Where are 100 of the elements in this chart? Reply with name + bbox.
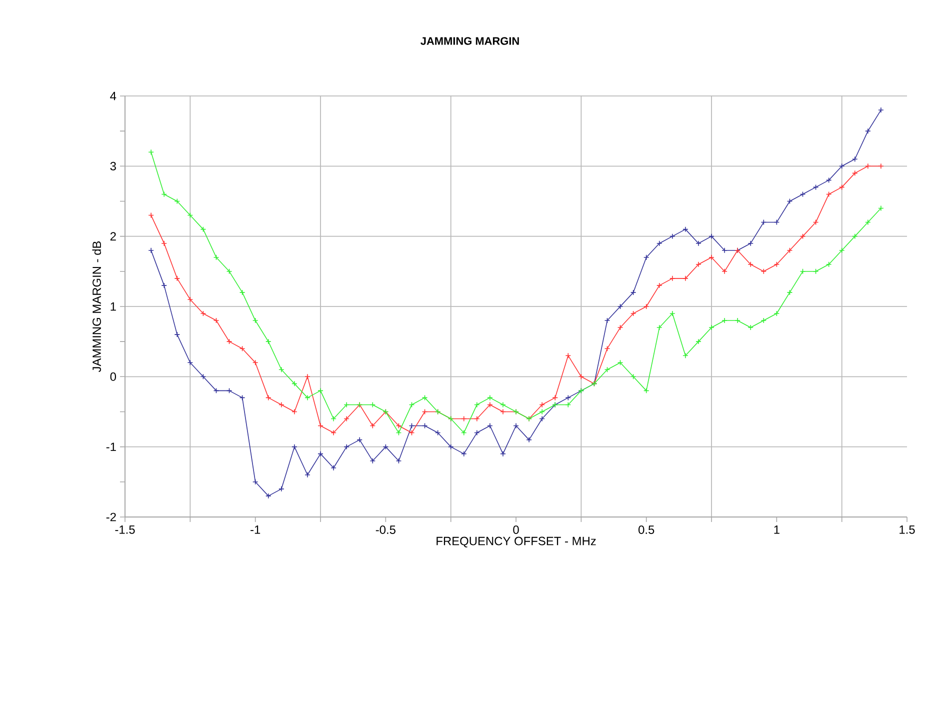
x-tick-label: -1: [250, 526, 260, 534]
point: [265, 394, 272, 401]
point: [174, 332, 180, 338]
point: [565, 394, 572, 401]
point: [748, 240, 754, 246]
point: [670, 233, 676, 240]
x-tick-label: 1: [774, 526, 780, 534]
point: [252, 360, 258, 366]
point: [278, 402, 284, 408]
point: [200, 374, 206, 380]
point: [800, 268, 806, 274]
point: [460, 450, 467, 457]
point: [838, 184, 845, 190]
point: [370, 422, 376, 429]
point: [722, 318, 728, 324]
point: [696, 240, 702, 246]
point: [865, 128, 871, 134]
point: [604, 318, 610, 324]
point: [200, 226, 206, 232]
y-tick-label: -2: [106, 512, 116, 522]
point: [539, 416, 545, 422]
point: [370, 402, 376, 408]
point: [474, 430, 480, 436]
point: [239, 394, 246, 401]
point: [578, 374, 584, 380]
x-tick-label: 0.5: [638, 526, 654, 534]
point: [670, 276, 676, 282]
point: [292, 408, 298, 415]
point: [213, 388, 220, 394]
point: [487, 422, 493, 429]
point: [852, 156, 858, 162]
point: [774, 261, 780, 268]
point: [226, 268, 232, 274]
point: [812, 184, 819, 190]
x-axis-title: FREQUENCY OFFSET - MHz: [436, 536, 596, 548]
point: [786, 247, 793, 254]
point: [760, 318, 767, 324]
point: [865, 163, 871, 170]
point: [487, 402, 493, 408]
point: [330, 416, 336, 422]
point: [852, 233, 858, 240]
point: [734, 318, 740, 324]
point: [396, 458, 402, 464]
point: [696, 261, 702, 268]
point: [682, 226, 688, 232]
point: [460, 430, 467, 436]
point: [252, 318, 258, 324]
point: [838, 163, 845, 170]
point: [408, 402, 415, 408]
point: [604, 346, 610, 352]
point: [826, 191, 832, 198]
point: [643, 304, 650, 310]
point: [565, 352, 572, 358]
point: [682, 276, 688, 282]
point: [708, 254, 714, 260]
point: [865, 219, 871, 226]
point: [213, 318, 220, 324]
point: [630, 310, 636, 316]
point: [748, 261, 754, 268]
y-axis-title: JAMMING MARGIN - dB: [92, 241, 102, 372]
point: [396, 430, 402, 436]
point: [278, 486, 284, 492]
point: [800, 233, 806, 240]
point: [630, 374, 636, 380]
point: [786, 198, 793, 204]
point: [617, 304, 624, 310]
point: [526, 436, 532, 443]
point: [838, 247, 845, 254]
x-tick-label: -1.5: [115, 526, 135, 534]
point: [539, 402, 545, 408]
point: [344, 416, 350, 422]
point: [708, 233, 714, 240]
point: [604, 366, 610, 373]
point: [552, 394, 558, 401]
point: [239, 290, 246, 296]
chart-title: JAMMING MARGIN: [420, 37, 519, 45]
y-tick-label: -1: [106, 442, 116, 451]
point: [304, 374, 310, 380]
point: [474, 402, 480, 408]
point: [318, 388, 324, 394]
point: [239, 346, 246, 352]
point: [292, 444, 298, 450]
point: [382, 444, 389, 450]
point: [408, 430, 415, 436]
point: [643, 388, 650, 394]
point: [161, 191, 167, 198]
point: [318, 450, 324, 457]
point: [422, 422, 428, 429]
point: [304, 472, 310, 478]
point: [656, 324, 662, 330]
point: [304, 394, 310, 401]
point: [748, 324, 754, 330]
point: [174, 198, 180, 204]
point: [630, 290, 636, 296]
point: [487, 394, 493, 401]
point: [643, 254, 650, 260]
point: [800, 191, 806, 198]
point: [722, 268, 728, 274]
x-tick-label: -0.5: [376, 526, 396, 534]
point: [708, 324, 714, 330]
